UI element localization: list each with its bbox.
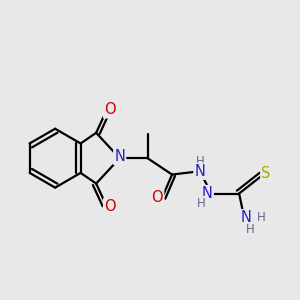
Text: O: O [104, 102, 116, 117]
Text: S: S [261, 167, 271, 182]
Text: H: H [246, 223, 255, 236]
Text: O: O [152, 190, 163, 205]
Text: H: H [197, 197, 206, 210]
Text: N: N [202, 186, 213, 201]
Text: H: H [196, 155, 204, 168]
Text: O: O [104, 199, 116, 214]
Text: N: N [240, 210, 251, 225]
Text: N: N [194, 164, 205, 179]
Text: N: N [114, 149, 125, 164]
Text: H: H [257, 211, 266, 224]
